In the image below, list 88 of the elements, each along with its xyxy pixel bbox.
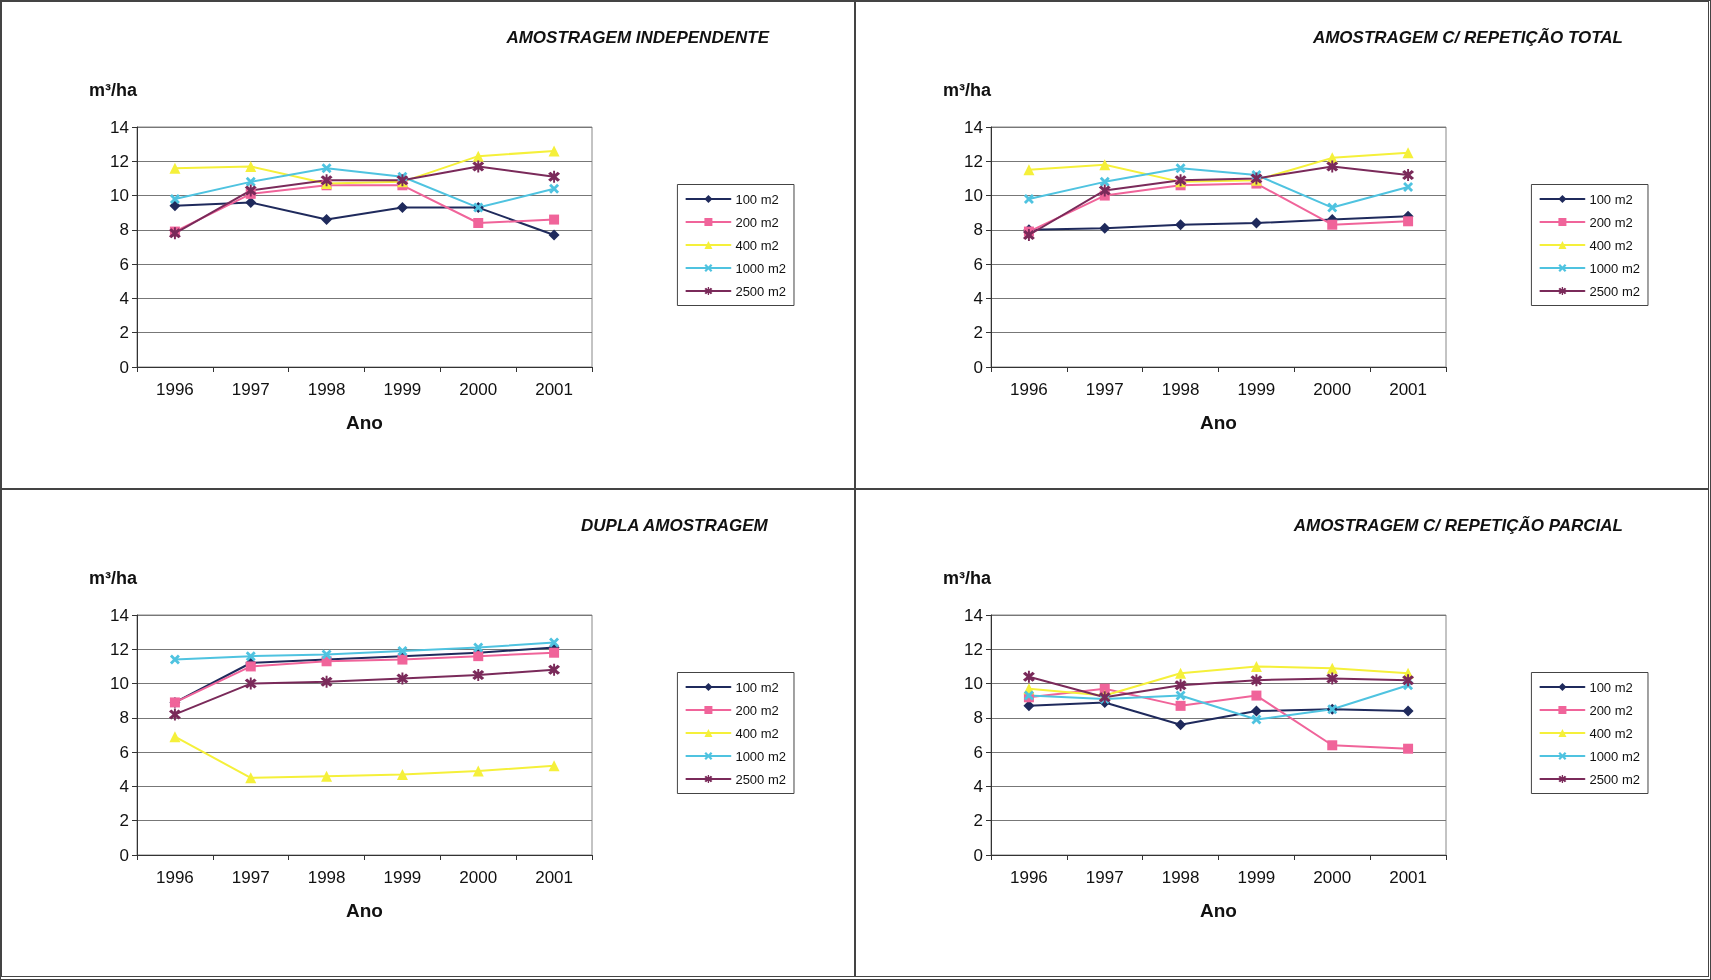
y-axis-title: m³/ha: [942, 80, 992, 100]
y-tick-label: 2: [119, 323, 129, 343]
y-tick-label: 0: [119, 357, 129, 377]
y-tick-label: 12: [964, 151, 983, 171]
legend-label: 200 m2: [1589, 702, 1633, 718]
x-axis-title: Ano: [346, 412, 383, 433]
y-tick-label: 2: [973, 323, 983, 343]
y-tick-label: 0: [973, 845, 983, 865]
y-axis-title: m³/ha: [88, 80, 138, 100]
y-tick-label: 8: [973, 220, 983, 240]
x-tick-label: 1998: [1161, 380, 1200, 399]
legend-label: 100 m2: [1589, 191, 1633, 207]
x-tick-label: 1998: [307, 380, 346, 399]
x-tick-label: 1999: [1237, 380, 1276, 399]
x-tick-label: 1999: [1237, 868, 1276, 887]
y-tick-label: 8: [973, 708, 983, 728]
legend-label: 2500 m2: [1589, 283, 1640, 299]
y-tick-label: 4: [973, 288, 983, 308]
y-tick-label: 10: [110, 186, 129, 206]
x-tick-label: 1996: [156, 380, 194, 399]
legend-label: 1000 m2: [1589, 748, 1640, 764]
x-tick-label: 2000: [1313, 380, 1352, 399]
x-tick-label: 1998: [307, 868, 346, 887]
y-tick-label: 6: [973, 254, 983, 274]
legend-label: 200 m2: [1589, 214, 1633, 230]
x-tick-label: 2001: [535, 868, 573, 887]
legend-label: 100 m2: [1589, 679, 1633, 695]
y-tick-label: 12: [964, 639, 983, 659]
x-tick-label: 1997: [1085, 380, 1124, 399]
legend-label: 400 m2: [735, 725, 779, 741]
x-tick-label: 2001: [535, 380, 573, 399]
y-tick-label: 2: [973, 811, 983, 831]
chart-title: AMOSTRAGEM C/ REPETIÇÃO PARCIAL: [1292, 515, 1624, 535]
legend-label: 100 m2: [735, 191, 779, 207]
legend-label: 1000 m2: [735, 260, 786, 276]
y-tick-label: 6: [973, 742, 983, 762]
legend-label: 200 m2: [735, 702, 779, 718]
y-tick-label: 4: [119, 288, 129, 308]
y-tick-label: 12: [110, 151, 129, 171]
legend-label: 1000 m2: [1589, 260, 1640, 276]
y-tick-label: 0: [973, 357, 983, 377]
legend-label: 100 m2: [735, 679, 779, 695]
x-tick-label: 1997: [1085, 868, 1124, 887]
y-tick-label: 14: [964, 605, 983, 625]
y-tick-label: 8: [119, 708, 129, 728]
y-tick-label: 10: [110, 674, 129, 694]
legend-label: 400 m2: [735, 237, 779, 253]
legend-label: 200 m2: [735, 214, 779, 230]
y-tick-label: 4: [119, 776, 129, 796]
text: AMOSTRAGEM INDEPENDENTE: [505, 28, 770, 47]
x-tick-label: 1996: [156, 868, 194, 887]
y-tick-label: 10: [964, 186, 983, 206]
x-tick-label: 1997: [231, 868, 270, 887]
x-tick-label: 1997: [231, 380, 270, 399]
chart-title: AMOSTRAGEM C/ REPETIÇÃO TOTAL: [1311, 27, 1623, 47]
legend-label: 2500 m2: [735, 771, 786, 787]
y-tick-label: 14: [110, 117, 129, 137]
y-tick-label: 14: [964, 117, 983, 137]
y-tick-label: 6: [119, 254, 129, 274]
x-tick-label: 1996: [1010, 868, 1048, 887]
legend-label: 1000 m2: [735, 748, 786, 764]
x-tick-label: 2001: [1389, 380, 1427, 399]
x-tick-label: 1996: [1010, 380, 1048, 399]
x-axis-title: Ano: [346, 900, 383, 921]
y-tick-label: 2: [119, 811, 129, 831]
text: DUPLA AMOSTRAGEM: [581, 516, 769, 535]
x-tick-label: 1999: [383, 868, 422, 887]
x-tick-label: 1999: [383, 380, 422, 399]
y-axis-title: m³/ha: [942, 568, 992, 588]
y-tick-label: 4: [973, 776, 983, 796]
x-axis-title: Ano: [1200, 412, 1237, 433]
x-axis-title: Ano: [1200, 900, 1237, 921]
y-tick-label: 0: [119, 845, 129, 865]
x-tick-label: 2000: [1313, 868, 1352, 887]
y-tick-label: 6: [119, 742, 129, 762]
y-axis-title: m³/ha: [88, 568, 138, 588]
y-tick-label: 14: [110, 605, 129, 625]
y-tick-label: 10: [964, 674, 983, 694]
legend-label: 2500 m2: [735, 283, 786, 299]
y-tick-label: 8: [119, 220, 129, 240]
x-tick-label: 2000: [459, 380, 498, 399]
legend-label: 400 m2: [1589, 237, 1633, 253]
x-tick-label: 2001: [1389, 868, 1427, 887]
legend-label: 2500 m2: [1589, 771, 1640, 787]
x-tick-label: 2000: [459, 868, 498, 887]
legend-label: 400 m2: [1589, 725, 1633, 741]
x-tick-label: 1998: [1161, 868, 1200, 887]
y-tick-label: 12: [110, 639, 129, 659]
